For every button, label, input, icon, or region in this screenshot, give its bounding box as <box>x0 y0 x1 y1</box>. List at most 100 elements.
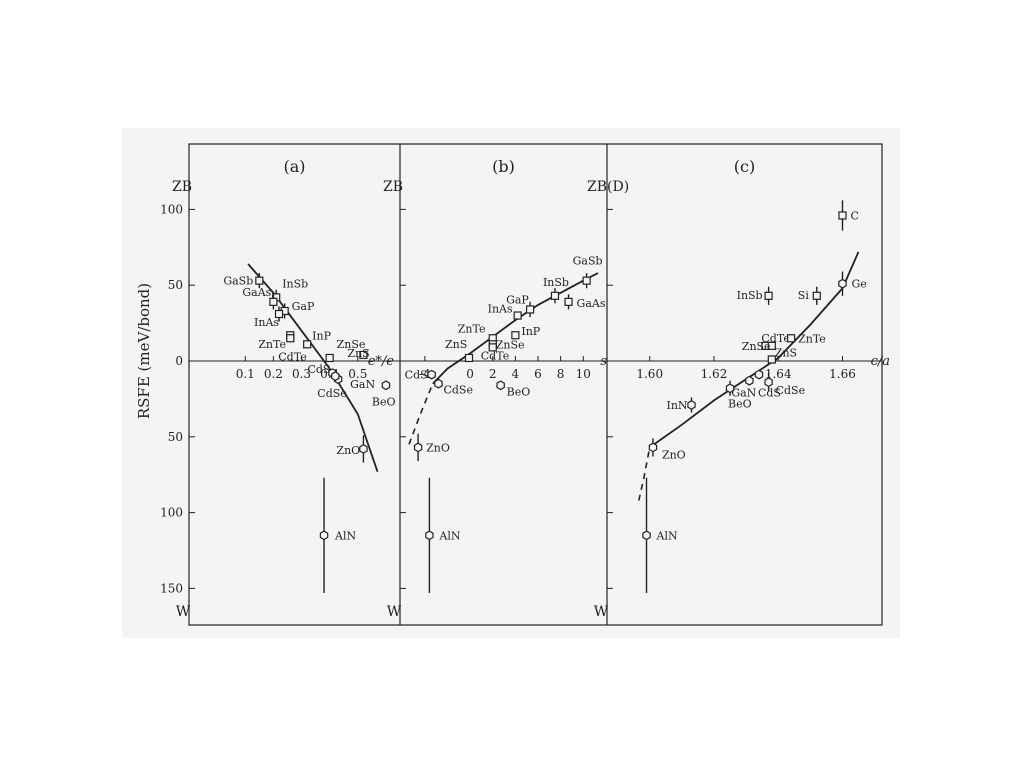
point-cdte <box>286 334 295 343</box>
rsfe-figure: (a)ZBW100500501001500.10.20.30.40.5e*/eR… <box>135 143 890 626</box>
y-tick-label: 0 <box>175 354 183 368</box>
y-tick-label: 50 <box>168 430 183 444</box>
point-label-zns: ZnS <box>445 338 467 351</box>
point-znse <box>767 341 776 350</box>
fit-curve <box>649 251 860 449</box>
point-inas <box>513 311 522 320</box>
point-inp <box>511 331 520 340</box>
point-label-cds: CdS <box>758 387 781 400</box>
y-tick-label: 150 <box>160 581 183 595</box>
point-label-gasb: GaSb <box>223 275 253 288</box>
point-beo <box>496 380 505 391</box>
x-axis-label: e*/e <box>368 354 395 369</box>
x-tick-label: 0.2 <box>264 367 283 381</box>
point-label-beo: BeO <box>728 397 752 410</box>
point-label-zno: ZnO <box>426 441 450 454</box>
point-cdte <box>488 343 497 352</box>
x-tick-label: 1.62 <box>701 367 728 381</box>
point-label-znte: ZnTe <box>798 332 826 345</box>
point-label-si: Si <box>798 289 810 302</box>
x-axis-label: s <box>600 354 607 369</box>
point-zns <box>359 350 368 360</box>
point-label-gan: GaN <box>350 378 375 391</box>
point-label-cdte: CdTe <box>761 332 789 345</box>
point-label-cdte: CdTe <box>278 350 306 363</box>
point-inp <box>303 340 312 349</box>
point-aln <box>642 530 651 541</box>
point-cds <box>754 369 764 380</box>
point-label-gaas: GaAs <box>242 286 271 299</box>
x-axis-label: c/a <box>871 354 890 369</box>
x-tick-label: 1.60 <box>636 367 663 381</box>
point-label-zns: ZnS <box>775 346 797 359</box>
fit-curve-dashed <box>638 447 651 501</box>
point-label-znse: ZnSe <box>337 338 366 351</box>
point-ge <box>838 278 847 289</box>
x-tick-label: 0.1 <box>236 367 255 381</box>
y-tick-label: 100 <box>160 202 183 216</box>
plot-frame <box>188 143 883 626</box>
top-axis-label: ZB <box>383 179 403 195</box>
x-tick-label: 0.3 <box>292 367 311 381</box>
point-zno <box>413 442 423 453</box>
point-c <box>838 211 847 220</box>
x-tick-label: 10 <box>576 367 591 381</box>
point-label-c: C <box>850 209 858 222</box>
point-label-znte: ZnTe <box>458 322 486 335</box>
y-tick-label: 100 <box>160 506 183 520</box>
point-zns <box>464 353 474 363</box>
point-label-zno: ZnO <box>662 448 686 461</box>
point-beo <box>381 380 391 391</box>
point-zns <box>767 355 776 364</box>
point-label-beo: BeO <box>372 395 396 408</box>
x-tick-label: 6 <box>534 367 542 381</box>
x-tick-label: 0 <box>466 367 474 381</box>
top-axis-label: ZB(D) <box>587 179 629 195</box>
point-aln <box>319 530 329 541</box>
point-label-cdse: CdSe <box>317 387 347 400</box>
point-label-gap: GaP <box>506 293 529 306</box>
x-tick-label: 8 <box>557 367 565 381</box>
point-znse <box>325 353 334 363</box>
point-label-znse: ZnSe <box>742 340 771 353</box>
y-tick-label: 50 <box>168 278 183 292</box>
panel-label: (a) <box>283 157 305 176</box>
point-gaas <box>269 297 278 306</box>
x-tick-label: 2 <box>489 367 497 381</box>
point-label-inp: InP <box>312 329 331 342</box>
point-label-gasb: GaSb <box>573 255 603 268</box>
point-inas <box>274 309 284 319</box>
point-label-cds: CdS <box>405 369 428 382</box>
point-cdse <box>331 371 340 382</box>
point-gaas <box>564 297 573 306</box>
point-insb <box>764 291 773 300</box>
point-label-beo: BeO <box>507 385 531 398</box>
bottom-axis-label: W <box>594 604 609 620</box>
x-tick-label: 1.64 <box>765 367 792 381</box>
point-aln <box>425 530 434 541</box>
point-gan <box>745 375 754 386</box>
point-label-gap: GaP <box>292 300 315 313</box>
point-label-cds: CdS <box>307 363 330 376</box>
point-label-cdse: CdSe <box>443 384 473 397</box>
point-cds <box>427 369 436 380</box>
point-label-inp: InP <box>521 325 540 338</box>
figure-background: (a)ZBW100500501001500.10.20.30.40.5e*/eR… <box>122 128 900 638</box>
point-label-aln: AlN <box>656 529 678 542</box>
point-label-insb: InSb <box>282 277 308 290</box>
point-zno <box>359 444 368 454</box>
point-insb <box>550 291 560 300</box>
point-inn <box>687 400 696 410</box>
point-label-cdse: CdSe <box>776 384 806 397</box>
point-label-gan: GaN <box>731 387 756 400</box>
x-tick-label: 4 <box>512 367 520 381</box>
point-gasb <box>582 276 591 285</box>
x-tick-label: 0.5 <box>348 367 367 381</box>
point-cdse <box>764 377 773 388</box>
point-gap <box>525 305 535 314</box>
point-label-insb: InSb <box>737 289 763 302</box>
point-label-aln: AlN <box>334 529 356 542</box>
panel-label: (c) <box>734 157 755 176</box>
panel-label: (b) <box>492 157 515 176</box>
point-label-znse: ZnSe <box>496 338 525 351</box>
